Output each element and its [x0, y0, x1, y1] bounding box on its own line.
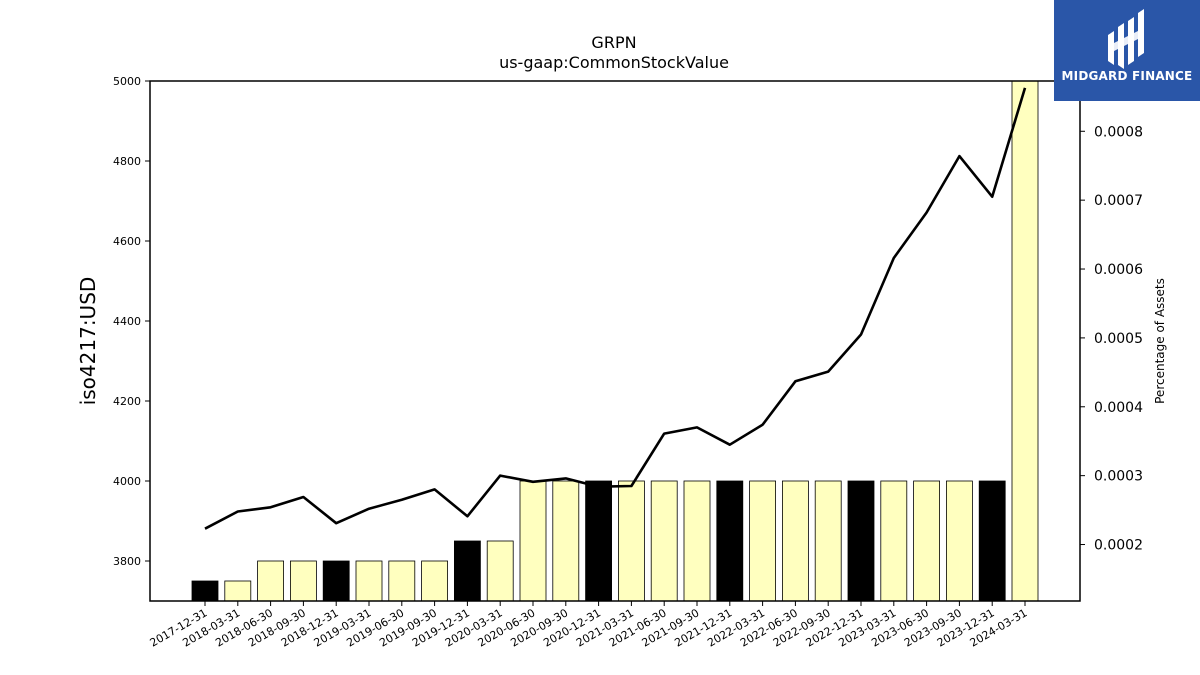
- bar-2023-06-30: [913, 480, 940, 602]
- y2-tick-label-0.0003: 0.0003: [1094, 469, 1143, 485]
- y-tick-label-4800: 4800: [113, 155, 141, 168]
- logo-name: MIDGARD FINANCE: [1061, 69, 1193, 83]
- bar-2018-03-31: [224, 580, 252, 602]
- bar-2023-09-30: [946, 480, 973, 602]
- x-axis: 2017-12-312018-03-312018-06-302018-09-30…: [148, 601, 1030, 650]
- y-tick-label-3800: 3800: [113, 555, 141, 568]
- y-tick-label-5000: 5000: [113, 75, 141, 88]
- plot-frame: [149, 80, 1081, 602]
- bar-2022-03-31: [749, 480, 776, 602]
- bar-2019-09-30: [421, 560, 449, 602]
- y2-tick-label-0.0008: 0.0008: [1094, 124, 1143, 140]
- bar-2022-06-30: [782, 480, 809, 602]
- bar-2020-03-31: [486, 540, 514, 602]
- y-axis-label: iso4217:USD: [76, 277, 100, 406]
- left-axis: 3800 4000 4200 4400 4600 4800 5000: [113, 75, 150, 568]
- bar-2023-12-31: [978, 480, 1006, 602]
- logo: MIDGARD FINANCE: [1054, 0, 1200, 101]
- bar-2021-12-31: [716, 480, 744, 602]
- bar-2021-06-30: [650, 480, 678, 602]
- bar-2019-12-31: [453, 540, 481, 602]
- bar-2019-03-31: [355, 560, 383, 602]
- bar-2023-03-31: [880, 480, 908, 602]
- bar-2022-09-30: [814, 480, 842, 602]
- bar-2020-06-30: [519, 480, 547, 602]
- percentage-line: [204, 87, 1027, 530]
- y-tick-label-4400: 4400: [113, 315, 141, 328]
- bar-2020-12-31: [585, 480, 612, 602]
- y2-tick-label-0.0005: 0.0005: [1094, 331, 1143, 347]
- y2-tick-label-0.0006: 0.0006: [1094, 262, 1143, 278]
- bar-2018-12-31: [322, 560, 350, 602]
- line-layer: [204, 87, 1027, 530]
- bar-2021-03-31: [618, 480, 645, 602]
- logo-mark-icon: [1108, 9, 1144, 69]
- bar-2017-12-31: [191, 580, 219, 602]
- y-tick-label-4000: 4000: [113, 475, 141, 488]
- chart-title: GRPN: [591, 33, 636, 52]
- right-axis: 0.0002 0.0003 0.0004 0.0005 0.0006 0.0007 0.00…: [1080, 124, 1143, 554]
- y-tick-label-4200: 4200: [113, 395, 141, 408]
- bar-2019-06-30: [388, 560, 416, 602]
- bar-2022-12-31: [847, 480, 875, 602]
- y2-tick-label-0.0004: 0.0004: [1094, 400, 1143, 416]
- y-tick-label-4600: 4600: [113, 235, 141, 248]
- bar-2021-09-30: [683, 480, 711, 602]
- bar-layer: [191, 80, 1039, 602]
- y2-axis-label: Percentage of Assets: [1153, 278, 1167, 404]
- y2-tick-label-0.0002: 0.0002: [1094, 538, 1143, 554]
- bar-2018-09-30: [289, 560, 317, 602]
- bar-2024-03-31: [1011, 80, 1039, 602]
- y2-tick-label-0.0007: 0.0007: [1094, 193, 1143, 209]
- bar-2020-09-30: [552, 480, 580, 602]
- bar-2018-06-30: [257, 560, 285, 602]
- chart-subtitle: us-gaap:CommonStockValue: [499, 53, 729, 72]
